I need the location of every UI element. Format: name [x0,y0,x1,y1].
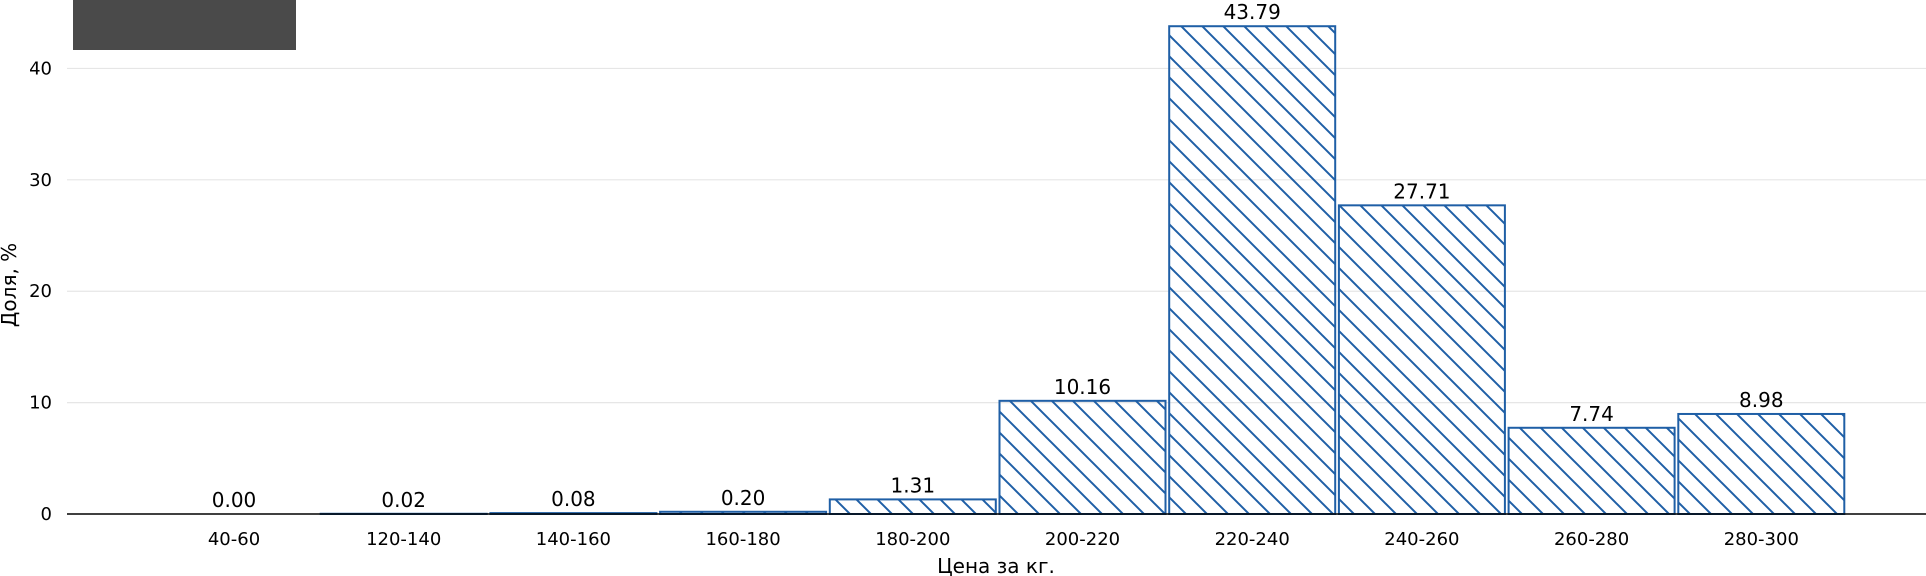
bar [998,399,1167,516]
bar [1507,426,1676,516]
y-axis-title: Доля, % [0,243,21,327]
bar [1337,204,1506,516]
bar-value-label: 7.74 [1569,402,1614,426]
x-tick-label: 240-260 [1384,529,1459,550]
y-tick-label: 20 [29,281,52,302]
bar-value-label: 43.79 [1224,0,1281,24]
bar-value-label: 1.31 [891,473,936,497]
bar-value-label: 0.08 [551,487,596,511]
overlay-box [73,0,296,50]
y-tick-label: 0 [41,504,52,525]
bar-value-label: 0.20 [721,486,766,510]
bar [828,498,997,516]
bar-value-label: 0.00 [212,488,257,512]
x-tick-label: 160-180 [705,529,780,550]
y-tick-label: 30 [29,170,52,191]
x-tick-label: 180-200 [875,529,950,550]
x-tick-label: 280-300 [1724,529,1799,550]
bar-value-label: 8.98 [1739,388,1784,412]
bar-value-label: 10.16 [1054,375,1111,399]
bars [319,25,1846,516]
y-tick-label: 10 [29,393,52,414]
y-tick-label: 40 [29,58,52,79]
x-tick-label: 140-160 [536,529,611,550]
bar-value-label: 27.71 [1393,179,1450,203]
x-tick-label: 120-140 [366,529,441,550]
x-tick-label: 220-240 [1215,529,1290,550]
bar [1168,25,1337,516]
gridlines [67,67,1926,404]
x-tick-label: 40-60 [208,529,260,550]
labels: 0 10 20 30 40 0.00 40-60 0.02 120-140 0.08 140-160… [29,0,1799,550]
x-axis-title: Цена за кг. [937,554,1055,576]
x-tick-label: 200-220 [1045,529,1120,550]
bar [1677,412,1846,515]
bar-value-label: 0.02 [381,488,426,512]
x-tick-label: 260-280 [1554,529,1629,550]
